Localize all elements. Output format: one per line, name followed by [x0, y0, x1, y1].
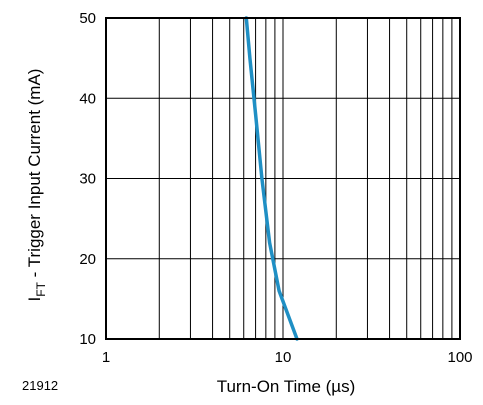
y-tick-label: 30 [79, 171, 96, 188]
figure-id: 21912 [22, 378, 58, 393]
y-tick-label: 10 [79, 331, 96, 348]
y-tick-label: 20 [79, 251, 96, 268]
y-axis-title: IFT - Trigger Input Current (mA) [25, 69, 48, 302]
y-tick-label: 50 [79, 10, 96, 27]
x-axis-title: Turn-On Time (µs) [217, 377, 356, 396]
y-axis-label-text: - Trigger Input Current (mA) [25, 69, 44, 283]
x-tick-label: 100 [447, 349, 472, 366]
series-line [244, 16, 299, 341]
series-layer [244, 16, 299, 341]
plot-frame [105, 17, 461, 340]
x-tick-label: 10 [275, 349, 292, 366]
y-axis-symbol: I [25, 297, 44, 302]
x-tick-labels: 1 10 100 [102, 349, 473, 366]
y-tick-label: 40 [79, 90, 96, 107]
y-axis-subscript: FT [34, 281, 48, 296]
grid [106, 18, 460, 339]
x-tick-label: 1 [102, 349, 110, 366]
y-tick-labels: 10 20 30 40 50 [79, 10, 96, 348]
